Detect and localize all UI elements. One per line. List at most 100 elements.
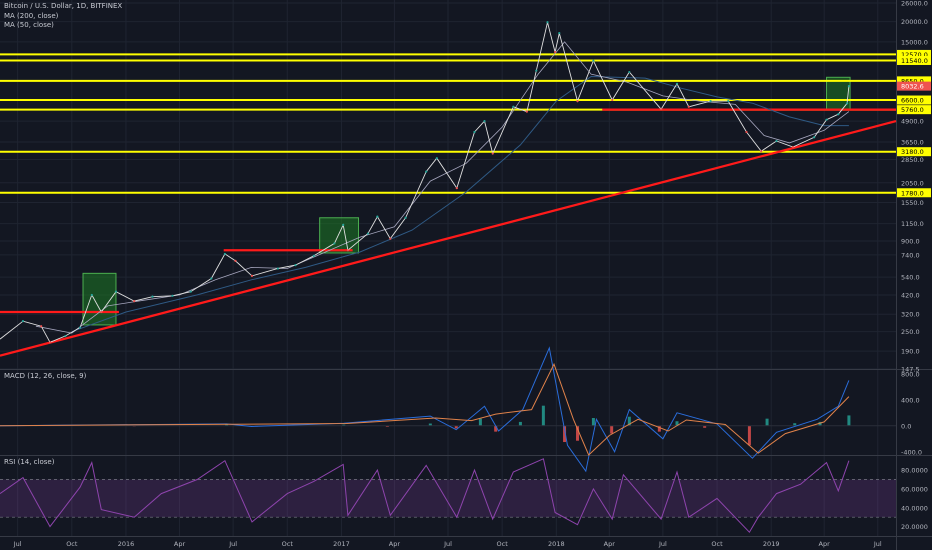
macd-histogram-bar-18 [657,425,661,432]
price-tick-label-0: 26000.0 [901,0,928,8]
price-point-14 [223,252,226,256]
legend-ma200: MA (200, close) [4,12,59,20]
macd-histogram-bar-5 [342,424,346,426]
price-point-40 [592,59,595,62]
macd-tick-label-1: 400.0 [901,396,920,404]
price-point-5 [78,326,82,329]
price-point-39 [576,100,579,103]
price-point-55 [846,102,849,105]
ma50-line [35,41,850,334]
time-tick-label-2: 2016 [118,540,135,548]
time-tick-label-10: 2018 [548,540,565,548]
price-point-3 [48,341,52,344]
macd-histogram-bar-20 [703,425,707,428]
price-point-22 [346,249,350,252]
price-point-34 [525,110,528,113]
price-point-11 [171,294,174,297]
time-tick-label-8: Jul [443,540,452,548]
time-tick-label-0: Jul [13,540,22,548]
price-point-30 [473,130,476,134]
rsi-tick-label-2: 40.0000 [901,504,928,512]
current-price-badge [897,81,931,91]
time-tick-label-14: 2019 [763,540,780,548]
level-badge-3 [897,95,931,105]
price-tick-label-18: 147.5 [901,366,920,374]
price-point-4 [64,334,67,338]
macd-histogram-bar-14 [576,425,580,441]
macd-histogram-bar-25 [818,421,822,426]
level-badge-5 [897,147,931,157]
time-tick-label-5: Oct [282,540,294,548]
level-badge-label-6: 1780.0 [901,189,924,197]
macd-tick-label-3: -400.0 [901,448,922,456]
macd-histogram-bar-11 [518,421,522,426]
macd-tick-label-2: 0.0 [901,422,911,430]
time-tick-label-4: Jul [228,540,237,548]
price-point-44 [675,82,679,85]
price-point-24 [376,215,379,218]
price-point-17 [276,267,279,270]
level-badge-4 [897,105,931,115]
time-tick-label-15: Apr [819,540,831,548]
price-point-7 [100,310,103,314]
level-badge-0 [897,49,931,59]
macd-histogram-bar-3 [225,424,229,426]
price-point-50 [775,139,778,143]
time-tick-label-9: Oct [497,540,509,548]
price-point-32 [491,152,494,155]
level-badge-label-0: 12570.0 [901,51,928,59]
price-point-25 [389,237,392,240]
time-tick-label-7: Apr [389,540,401,548]
level-badge-label-2: 8650.0 [901,77,924,85]
price-tick-label-10: 1150.0 [901,220,924,228]
level-badge-label-3: 6600.0 [901,97,924,105]
time-tick-label-13: Oct [711,540,723,548]
level-badge-1 [897,55,931,65]
price-point-53 [825,118,828,121]
price-point-16 [250,274,254,277]
price-tick-label-16: 250.0 [901,328,920,336]
price-point-6 [90,293,93,297]
price-point-21 [342,223,345,227]
rsi-tick-label-1: 60.0000 [901,485,928,493]
price-tick-label-1: 20000.0 [901,18,928,26]
macd-histogram-bar-15 [591,418,595,426]
time-tick-label-1: Oct [66,540,78,548]
price-tick-label-13: 540.0 [901,274,920,282]
price-point-19 [312,254,315,257]
price-point-41 [611,98,614,102]
time-tick-label-3: Apr [174,540,186,548]
axes: Jul Oct 2016 Apr Jul Oct 2017 Apr Jul Oct 2018 Apr J… [13,0,928,548]
price-point-18 [294,264,297,267]
time-tick-label-6: 2017 [333,540,350,548]
time-tick-label-16: Jul [873,540,882,548]
macd-histogram-bar-17 [627,416,631,426]
price-point-2 [40,325,43,328]
price-tick-label-6: 3650.0 [901,138,924,146]
price-tick-label-2: 15000.0 [901,38,928,46]
price-point-56 [847,85,851,88]
highlight-boxes [82,76,851,326]
price-point-45 [687,105,690,108]
price-tick-label-8: 2050.0 [901,179,924,187]
price-point-54 [837,113,840,116]
macd-histogram-bar-13 [563,425,567,443]
price-point-49 [760,150,763,153]
macd-signal-line [0,362,850,456]
rsi-tick-label-3: 20.0000 [901,523,928,531]
price-point-31 [483,119,486,123]
rsi-tick-label-0: 80.0000 [901,467,928,475]
macd-histogram-bar-9 [478,418,482,426]
price-point-47 [727,100,730,103]
rsi-band [0,479,896,518]
macd-histogram-bar-8 [454,425,458,429]
level-badge-2 [897,76,931,86]
price-point-37 [554,50,557,54]
price-point-20 [333,242,336,245]
price-tick-label-5: 4900.0 [901,118,924,126]
price-point-35 [535,69,538,72]
macd-histogram-bar-26 [847,415,851,426]
ma200-line [71,75,849,333]
